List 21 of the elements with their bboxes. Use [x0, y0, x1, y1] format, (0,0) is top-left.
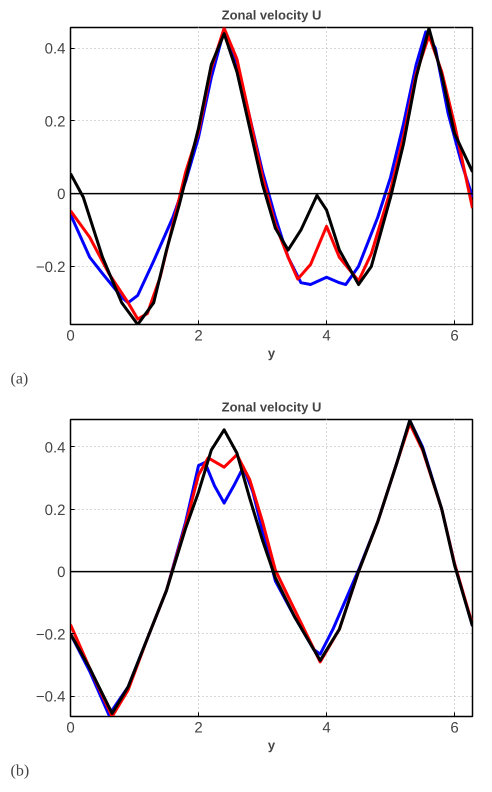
y-tick-label: 0.2 [44, 502, 66, 519]
x-tick-label: 4 [322, 720, 331, 736]
x-tick-label: 2 [194, 720, 203, 736]
x-axis-title: y [268, 738, 276, 752]
y-tick-label: 0 [57, 564, 66, 582]
y-tick-label: 0.4 [44, 439, 66, 456]
x-tick-label: 6 [450, 720, 459, 736]
chart-title: Zonal velocity U [222, 400, 322, 414]
x-tick-label: 6 [450, 328, 459, 344]
y-tick-label: −0.4 [36, 688, 66, 706]
y-tick-label: 0.4 [44, 40, 66, 58]
y-tick-label: 0.2 [44, 113, 66, 130]
x-tick-label: 4 [322, 328, 331, 344]
y-tick-label: 0 [57, 186, 66, 204]
x-tick-label: 2 [194, 328, 203, 344]
text: (a) [10, 370, 28, 388]
y-tick-label: −0.2 [36, 258, 66, 276]
chart-title: Zonal velocity U [222, 8, 322, 22]
x-axis-title: y [268, 346, 276, 360]
text: (b) [10, 762, 30, 780]
y-tick-label: −0.2 [36, 626, 66, 644]
